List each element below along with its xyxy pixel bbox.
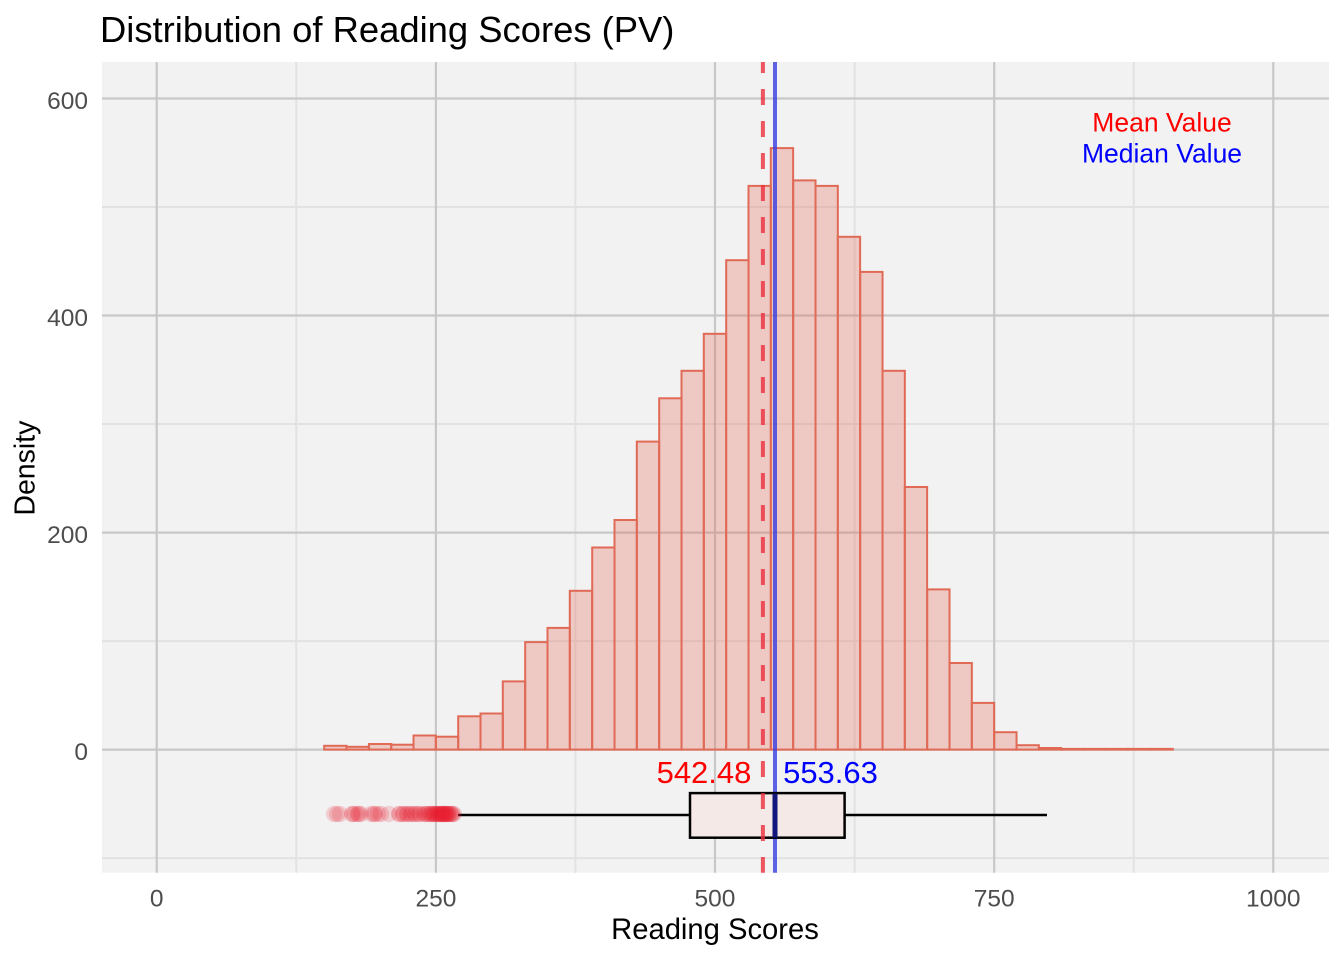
svg-text:1000: 1000 — [1246, 885, 1301, 912]
svg-text:600: 600 — [47, 88, 88, 115]
svg-text:Reading Scores: Reading Scores — [611, 914, 819, 946]
svg-text:Median Value: Median Value — [1082, 139, 1242, 169]
svg-text:0: 0 — [150, 885, 164, 912]
svg-text:500: 500 — [695, 885, 736, 912]
svg-text:Mean Value: Mean Value — [1092, 107, 1231, 137]
svg-text:250: 250 — [415, 885, 456, 912]
svg-text:750: 750 — [974, 885, 1015, 912]
svg-text:Density: Density — [10, 420, 42, 516]
svg-text:553.63: 553.63 — [783, 755, 878, 790]
svg-text:0: 0 — [74, 739, 88, 766]
svg-text:Distribution of Reading Scores: Distribution of Reading Scores (PV) — [100, 9, 674, 50]
svg-text:400: 400 — [47, 305, 88, 332]
svg-text:200: 200 — [47, 522, 88, 549]
svg-text:542.48: 542.48 — [657, 755, 752, 790]
